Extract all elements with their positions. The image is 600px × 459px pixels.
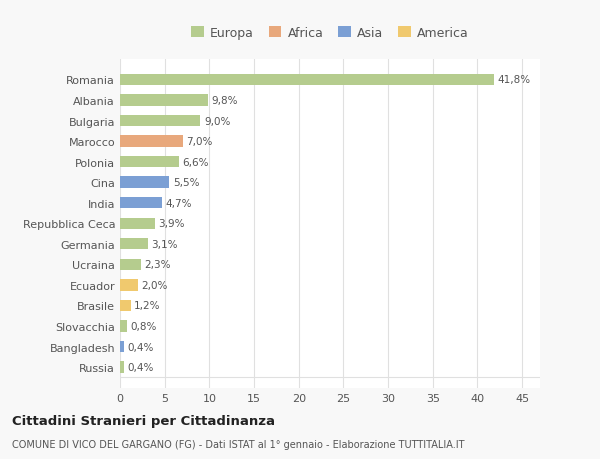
Text: 0,4%: 0,4%	[127, 362, 154, 372]
Bar	[120, 362, 124, 373]
Bar	[120, 259, 140, 270]
Text: 3,1%: 3,1%	[151, 239, 178, 249]
Text: 7,0%: 7,0%	[186, 137, 212, 147]
Bar	[120, 177, 169, 188]
Bar	[120, 95, 208, 106]
Text: 9,0%: 9,0%	[204, 116, 230, 126]
Text: 6,6%: 6,6%	[182, 157, 209, 167]
Bar	[120, 239, 148, 250]
Text: 3,9%: 3,9%	[158, 219, 185, 229]
Text: Cittadini Stranieri per Cittadinanza: Cittadini Stranieri per Cittadinanza	[12, 414, 275, 428]
Text: 1,2%: 1,2%	[134, 301, 161, 311]
Bar	[120, 321, 127, 332]
Text: 4,7%: 4,7%	[166, 198, 192, 208]
Text: 41,8%: 41,8%	[497, 75, 530, 85]
Text: 9,8%: 9,8%	[211, 96, 238, 106]
Text: 0,8%: 0,8%	[131, 321, 157, 331]
Text: 0,4%: 0,4%	[127, 342, 154, 352]
Legend: Europa, Africa, Asia, America: Europa, Africa, Asia, America	[187, 23, 473, 44]
Text: 5,5%: 5,5%	[173, 178, 199, 188]
Bar	[120, 157, 179, 168]
Text: COMUNE DI VICO DEL GARGANO (FG) - Dati ISTAT al 1° gennaio - Elaborazione TUTTIT: COMUNE DI VICO DEL GARGANO (FG) - Dati I…	[12, 440, 464, 449]
Bar	[120, 341, 124, 353]
Bar	[120, 116, 200, 127]
Bar	[120, 75, 494, 86]
Bar	[120, 218, 155, 230]
Bar	[120, 198, 162, 209]
Bar	[120, 300, 131, 311]
Text: 2,3%: 2,3%	[144, 260, 170, 270]
Bar	[120, 136, 182, 147]
Text: 2,0%: 2,0%	[142, 280, 168, 290]
Bar	[120, 280, 138, 291]
